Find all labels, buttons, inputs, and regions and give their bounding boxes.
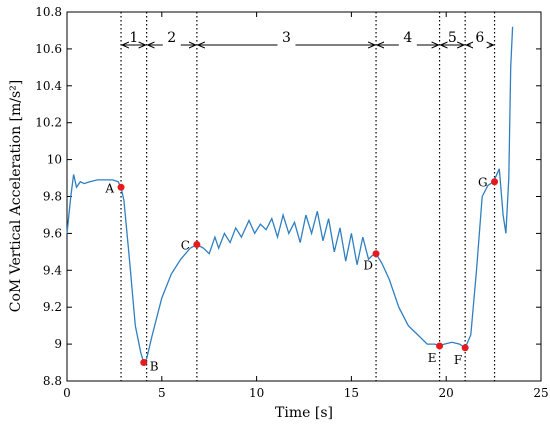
key-point-label: C — [181, 238, 190, 252]
plot-area — [66, 11, 542, 382]
y-tick-label: 8.8 — [43, 374, 62, 388]
x-tick-label: 25 — [533, 386, 548, 400]
key-point-marker — [140, 359, 148, 367]
x-axis-label: Time [s] — [275, 405, 333, 421]
key-point-label: F — [454, 353, 462, 367]
key-points: A B C D E F G — [104, 176, 499, 374]
y-tick-label: 10.2 — [35, 116, 62, 130]
y-tick-label: 9.8 — [43, 190, 62, 204]
y-axis-label: CoM Vertical Acceleration [m/s²] — [8, 80, 24, 313]
y-tick-label: 9 — [54, 337, 62, 351]
y-tick-label: 10.6 — [35, 42, 62, 56]
y-axis: 8.8 9 9.2 9.4 9.6 9.8 10 10.2 10.4 10.6 10.8 — [35, 5, 541, 388]
phase-annotations: 1 2 3 4 5 6 — [122, 30, 494, 46]
key-point-marker — [372, 250, 380, 258]
key-point-label: A — [104, 181, 114, 195]
series-line — [66, 26, 514, 364]
key-point-label: E — [428, 351, 437, 365]
key-point-marker — [117, 183, 125, 191]
key-point-label: D — [363, 259, 373, 273]
y-tick-label: 10 — [47, 153, 62, 167]
phase-label: 4 — [403, 30, 412, 46]
x-tick-label: 0 — [63, 386, 71, 400]
phase-label: 1 — [129, 30, 138, 46]
phase-label: 5 — [448, 30, 457, 46]
x-tick-label: 10 — [249, 386, 264, 400]
x-axis: 0 5 10 15 20 25 — [63, 12, 549, 400]
x-tick-label: 15 — [344, 386, 359, 400]
key-point-label: G — [478, 176, 488, 190]
y-tick-label: 9.4 — [43, 263, 62, 277]
key-point-marker — [436, 342, 444, 350]
y-tick-label: 10.8 — [35, 5, 62, 19]
key-point-marker — [491, 178, 499, 186]
phase-label: 6 — [475, 30, 484, 46]
key-point-marker — [193, 240, 201, 248]
phase-boundaries — [120, 12, 496, 381]
y-tick-label: 9.2 — [43, 300, 62, 314]
x-tick-label: 5 — [158, 386, 166, 400]
y-tick-label: 10.4 — [35, 79, 62, 93]
key-point-marker — [461, 344, 469, 352]
y-tick-label: 9.6 — [43, 226, 62, 240]
phase-label: 2 — [167, 30, 176, 46]
x-tick-label: 20 — [439, 386, 454, 400]
key-point-label: B — [150, 360, 159, 374]
phase-label: 3 — [282, 30, 291, 46]
